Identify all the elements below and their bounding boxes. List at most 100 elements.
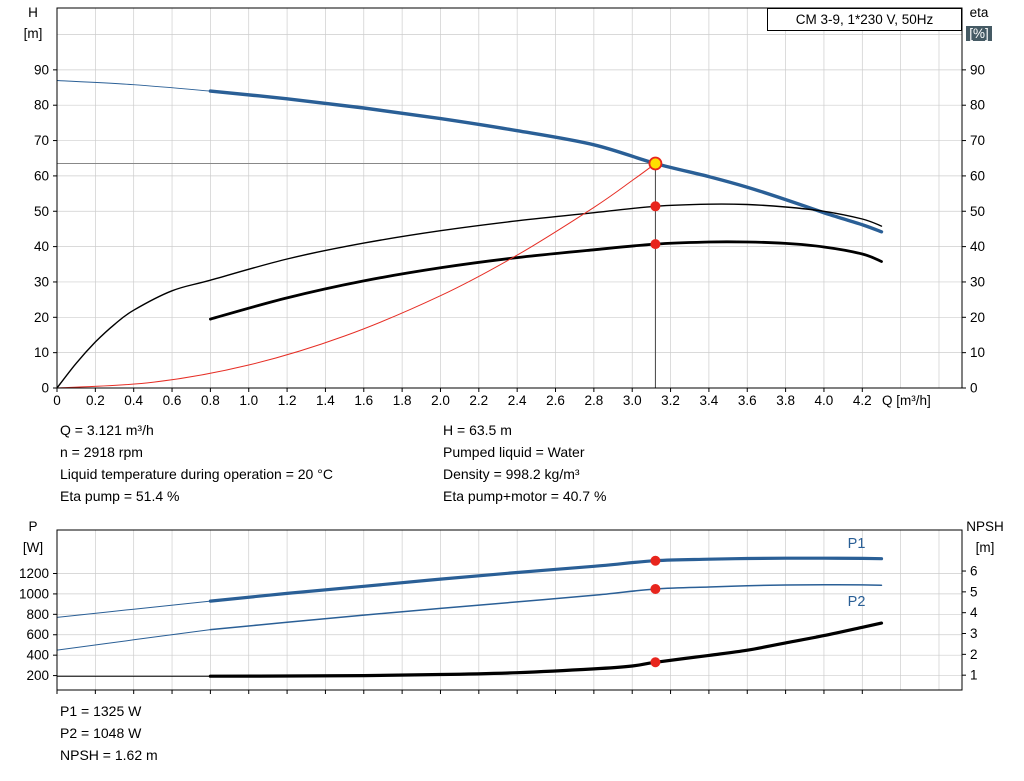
result-p1: P1 = 1325 W — [60, 703, 142, 719]
svg-text:50: 50 — [34, 204, 49, 219]
svg-text:70: 70 — [34, 133, 49, 148]
npsh-axis-title: NPSH [m] — [956, 516, 1014, 558]
curve-p1-curve — [208, 556, 884, 603]
svg-text:20: 20 — [970, 310, 985, 325]
curve-p2-curve — [209, 583, 883, 631]
result-npsh: NPSH = 1.62 m — [60, 747, 158, 763]
operating-point-info-right: H = 63.5 m Pumped liquid = Water Density… — [443, 419, 606, 507]
operating-dot-marker — [650, 239, 661, 250]
svg-text:20: 20 — [34, 310, 49, 325]
svg-text:0.6: 0.6 — [163, 393, 182, 408]
info-head: H = 63.5 m — [443, 422, 512, 438]
operating-dot-marker — [650, 555, 661, 566]
svg-text:1000: 1000 — [19, 586, 49, 601]
svg-text:30: 30 — [34, 274, 49, 289]
svg-text:2.4: 2.4 — [508, 393, 527, 408]
svg-text:600: 600 — [26, 627, 49, 642]
svg-text:50: 50 — [970, 204, 985, 219]
power-npsh-chart: P1 P2 200 400 600 800 1000 1200 1 2 3 4 5 6 — [19, 529, 978, 694]
svg-text:90: 90 — [970, 62, 985, 77]
eta-axis-symbol: eta — [969, 5, 989, 20]
eta-axis-unit-highlighted: [%] — [966, 26, 992, 41]
svg-text:3: 3 — [970, 626, 978, 641]
head-axis-symbol: H — [28, 5, 38, 20]
svg-text:10: 10 — [34, 345, 49, 360]
svg-text:2: 2 — [970, 647, 978, 662]
power-axis-title: P [W] — [12, 516, 54, 558]
plot-border — [56, 7, 963, 389]
chart-layer: 0 0.2 0.4 0.6 0.8 1.0 1.2 1.4 1.6 1.8 2.0 2.2 2.4 2.6… — [34, 7, 985, 408]
info-flow: Q = 3.121 m³/h — [60, 422, 154, 438]
info-eta-pump: Eta pump = 51.4 % — [60, 488, 180, 504]
duty-point-marker — [648, 156, 663, 171]
svg-text:4.2: 4.2 — [853, 393, 872, 408]
svg-text:0: 0 — [53, 393, 61, 408]
curve-h-curve — [208, 89, 884, 234]
npsh-axis-symbol: NPSH — [966, 519, 1004, 534]
curve-eta-pump-motor — [209, 240, 883, 321]
svg-text:40: 40 — [970, 239, 985, 254]
axis-ticks — [53, 69, 966, 392]
gridlines — [57, 8, 962, 388]
pump-model-badge: CM 3-9, 1*230 V, 50Hz — [767, 8, 962, 31]
svg-text:4.0: 4.0 — [815, 393, 834, 408]
power-axis-symbol: P — [28, 519, 38, 534]
svg-text:2.8: 2.8 — [584, 393, 603, 408]
svg-text:1.2: 1.2 — [278, 393, 297, 408]
info-speed: n = 2918 rpm — [60, 444, 143, 460]
operating-point-info-left: Q = 3.121 m³/h n = 2918 rpm Liquid tempe… — [60, 419, 333, 507]
svg-text:0.8: 0.8 — [201, 393, 220, 408]
svg-text:1.6: 1.6 — [354, 393, 373, 408]
eta-axis-title: eta [%] — [956, 2, 1002, 44]
qh-eta-chart: 0 0.2 0.4 0.6 0.8 1.0 1.2 1.4 1.6 1.8 2.0 2.2 2.4 2.6… — [34, 7, 985, 408]
operating-dot-marker — [650, 584, 661, 595]
svg-text:1200: 1200 — [19, 566, 49, 581]
power-axis-unit: [W] — [22, 540, 44, 555]
svg-text:3.4: 3.4 — [700, 393, 719, 408]
svg-text:40: 40 — [34, 239, 49, 254]
svg-text:3.6: 3.6 — [738, 393, 757, 408]
svg-text:90: 90 — [34, 62, 49, 77]
svg-text:0.4: 0.4 — [124, 393, 143, 408]
tick-labels: 0 0.2 0.4 0.6 0.8 1.0 1.2 1.4 1.6 1.8 2.0 2.2 2.4 2.6… — [34, 62, 985, 408]
gridlines — [57, 530, 962, 690]
axis-ticks — [53, 570, 966, 694]
chart-layer: P1 P2 200 400 600 800 1000 1200 1 2 3 4 5 6 — [19, 529, 978, 694]
svg-text:80: 80 — [970, 98, 985, 113]
svg-text:60: 60 — [34, 168, 49, 183]
svg-text:2.2: 2.2 — [469, 393, 488, 408]
svg-text:0: 0 — [41, 381, 49, 396]
svg-text:5: 5 — [970, 584, 978, 599]
svg-text:400: 400 — [26, 648, 49, 663]
curve-p2-curve — [57, 629, 211, 651]
curve-npsh-curve — [208, 621, 884, 678]
svg-text:30: 30 — [970, 274, 985, 289]
svg-text:0.2: 0.2 — [86, 393, 105, 408]
npsh-axis-unit: [m] — [975, 540, 995, 555]
svg-text:10: 10 — [970, 345, 985, 360]
curve-eta-pump — [57, 203, 883, 388]
info-pumped-liquid: Pumped liquid = Water — [443, 444, 585, 460]
svg-text:3.8: 3.8 — [776, 393, 795, 408]
head-axis-title: H [m] — [13, 2, 53, 44]
svg-text:1: 1 — [970, 668, 978, 683]
head-axis-unit: [m] — [23, 26, 43, 41]
flow-axis-unit-label: Q [m³/h] — [882, 393, 931, 408]
svg-text:60: 60 — [970, 168, 985, 183]
svg-text:80: 80 — [34, 98, 49, 113]
svg-text:6: 6 — [970, 564, 978, 579]
svg-text:1.8: 1.8 — [393, 393, 412, 408]
operating-dot-marker — [650, 201, 661, 212]
svg-text:1.0: 1.0 — [239, 393, 258, 408]
svg-text:800: 800 — [26, 607, 49, 622]
svg-text:200: 200 — [26, 668, 49, 683]
svg-text:0: 0 — [970, 381, 978, 396]
operating-dot-marker — [650, 657, 661, 668]
svg-text:2.6: 2.6 — [546, 393, 565, 408]
svg-text:4: 4 — [970, 605, 978, 620]
svg-text:3.2: 3.2 — [661, 393, 680, 408]
tick-labels: 200 400 600 800 1000 1200 1 2 3 4 5 6 — [19, 564, 978, 684]
curve-p1-curve — [57, 600, 211, 618]
result-values: P1 = 1325 W P2 = 1048 W NPSH = 1.62 m — [60, 700, 158, 766]
